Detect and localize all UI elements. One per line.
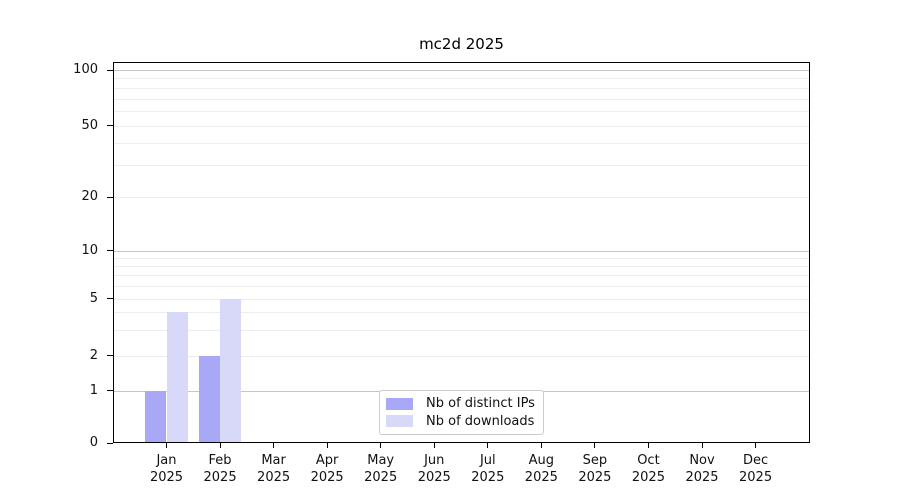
chart-title: mc2d 2025: [419, 35, 504, 53]
gridline-minor-30: [113, 165, 810, 167]
x-tick-aug: [540, 443, 542, 448]
x-tick-dec: [755, 443, 757, 448]
x-tick-label-oct: Oct 2025: [616, 452, 680, 486]
gridline-minor-6: [113, 285, 810, 287]
y-tick-label-100: 100: [73, 62, 98, 77]
x-tick-label-year: 2025: [364, 470, 398, 485]
x-tick-label-month: Jun: [424, 453, 445, 468]
y-tick-1: [107, 390, 113, 391]
gridline-minor-5: [113, 298, 810, 300]
gridline-minor-60: [113, 110, 810, 112]
y-tick-10: [107, 250, 113, 251]
y-tick-label-20: 20: [81, 189, 98, 204]
x-tick-label-month: Dec: [742, 453, 769, 468]
bar-downloads-feb: [220, 298, 242, 443]
x-tick-label-month: Feb: [208, 453, 232, 468]
y-tick-20: [107, 196, 113, 198]
x-tick-label-year: 2025: [578, 470, 612, 485]
x-tick-label-month: Apr: [315, 453, 339, 468]
gridline-minor-8: [113, 265, 810, 267]
x-tick-label-dec: Dec 2025: [724, 452, 788, 486]
x-tick-label-aug: Aug 2025: [509, 452, 573, 486]
x-tick-may: [380, 443, 382, 448]
x-tick-label-month: Aug: [528, 453, 555, 468]
y-tick-label-0: 0: [89, 435, 98, 450]
x-tick-oct: [647, 443, 649, 448]
x-tick-label-year: 2025: [739, 470, 773, 485]
y-tick-label-5: 5: [89, 290, 98, 306]
x-tick-label-nov: Nov 2025: [670, 452, 734, 486]
x-tick-label-year: 2025: [631, 470, 665, 485]
y-tick-label-10: 10: [81, 242, 98, 258]
x-tick-label-month: Jan: [156, 453, 177, 468]
x-tick-label-mar: Mar 2025: [242, 452, 306, 486]
x-tick-label-jun: Jun 2025: [402, 452, 466, 486]
gridline-major-10: [113, 250, 810, 252]
x-tick-label-may: May 2025: [349, 452, 413, 486]
y-tick-5: [107, 298, 113, 299]
gridline-minor-7: [113, 275, 810, 277]
x-tick-label-year: 2025: [310, 470, 344, 485]
y-tick-50: [107, 125, 113, 126]
bar-downloads-jan: [166, 312, 188, 443]
x-tick-label-month: Jul: [479, 453, 496, 468]
legend: Nb of distinct IPs Nb of downloads: [379, 390, 544, 435]
gridline-minor-70: [113, 98, 810, 100]
x-tick-label-month: Oct: [637, 453, 660, 468]
x-tick-label-jan: Jan 2025: [135, 452, 199, 486]
x-tick-mar: [273, 443, 275, 448]
x-tick-feb: [219, 443, 221, 448]
x-tick-label-month: Mar: [261, 453, 286, 468]
x-tick-label-feb: Feb 2025: [188, 452, 252, 486]
y-tick-2: [107, 355, 113, 356]
gridline-minor-50: [113, 125, 810, 127]
x-tick-label-year: 2025: [257, 470, 291, 485]
gridline-minor-80: [113, 87, 810, 89]
gridline-minor-90: [113, 78, 810, 80]
x-tick-label-year: 2025: [417, 470, 451, 485]
gridline-minor-3: [113, 330, 810, 332]
x-tick-label-sep: Sep 2025: [563, 452, 627, 486]
bar-distinct-ips-jan: [145, 390, 167, 443]
x-tick-label-year: 2025: [471, 470, 505, 485]
bar-distinct-ips-feb: [198, 355, 221, 443]
legend-item-distinct-ips: Nb of distinct IPs: [386, 396, 535, 411]
legend-swatch-distinct-ips: [386, 397, 413, 410]
y-tick-label-1: 1: [89, 382, 98, 398]
y-tick-label-2: 2: [89, 347, 98, 363]
x-tick-label-year: 2025: [685, 470, 719, 485]
legend-swatch-downloads: [386, 415, 413, 428]
x-tick-nov: [701, 443, 703, 448]
x-tick-jan: [166, 443, 167, 448]
legend-item-downloads: Nb of downloads: [386, 414, 535, 429]
x-tick-jun: [433, 443, 435, 448]
x-tick-sep: [594, 443, 596, 448]
y-tick-100: [107, 69, 113, 71]
x-tick-jul: [487, 443, 489, 448]
x-tick-label-apr: Apr 2025: [295, 452, 359, 486]
gridline-minor-20: [113, 197, 810, 198]
x-tick-label-year: 2025: [149, 470, 184, 485]
legend-label-distinct-ips: Nb of distinct IPs: [426, 396, 535, 412]
y-tick-label-50: 50: [81, 117, 98, 133]
x-tick-apr: [326, 443, 328, 448]
x-axis: Jan 2025 Feb 2025 Mar 2025 Apr 2025 May 2025 Jun 20…: [113, 62, 810, 485]
plot-area: Jan 2025 Feb 2025 Mar 2025 Apr 2025 May 2025 Jun 20…: [73, 62, 810, 485]
x-tick-label-month: May: [367, 453, 395, 468]
x-tick-label-year: 2025: [524, 470, 558, 485]
gridline-minor-9: [113, 257, 810, 259]
x-tick-label-jul: Jul 2025: [456, 452, 520, 486]
y-axis: 0 1 2 5 10 20 50 100: [73, 62, 810, 450]
x-tick-label-year: 2025: [203, 470, 237, 485]
gridline-major-100: [113, 70, 810, 71]
gridline-minor-2: [113, 355, 810, 357]
x-tick-label-month: Nov: [689, 453, 715, 468]
bars-layer: [113, 62, 810, 443]
x-tick-label-month: Sep: [582, 453, 608, 468]
legend-label-downloads: Nb of downloads: [426, 413, 535, 429]
gridline-minor-4: [113, 312, 810, 314]
gridline-minor-40: [113, 142, 810, 144]
y-tick-0: [107, 442, 113, 444]
